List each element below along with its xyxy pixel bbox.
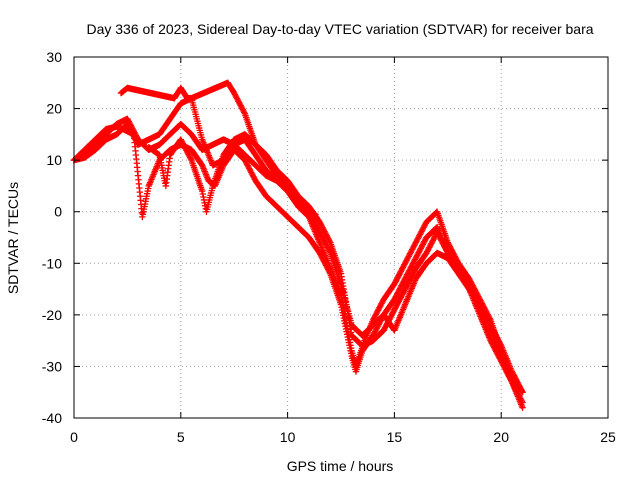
y-tick-label: -40 — [42, 410, 62, 426]
series-track-5 — [145, 131, 526, 411]
data-point — [187, 155, 194, 162]
y-tick-label: 20 — [46, 101, 62, 117]
series-track-4 — [117, 79, 526, 396]
data-point — [486, 325, 494, 333]
x-axis-title: GPS time / hours — [287, 458, 394, 474]
y-tick-label: 0 — [54, 204, 62, 220]
chart-title: Day 336 of 2023, Sidereal Day-to-day VTE… — [86, 21, 593, 37]
y-tick-label: -10 — [42, 255, 62, 271]
y-tick-label: 30 — [46, 49, 62, 65]
data-point — [326, 238, 333, 245]
plot-frame — [73, 56, 609, 419]
y-axis-title: SDTVAR / TECUs — [5, 182, 21, 294]
x-tick-label: 15 — [387, 429, 403, 445]
data-point — [518, 387, 526, 395]
data-point — [240, 109, 248, 116]
x-tick-label: 10 — [280, 429, 296, 445]
data-points — [70, 79, 526, 411]
y-tick-labels: -40 -30 -20 -10 0 10 20 30 — [42, 49, 62, 426]
data-point — [519, 389, 526, 396]
x-tick-label: 5 — [177, 429, 185, 445]
y-tick-label: 10 — [46, 152, 62, 168]
x-tick-label: 0 — [70, 429, 78, 445]
axis-ticks — [73, 56, 609, 419]
x-tick-label: 25 — [600, 429, 616, 445]
x-tick-label: 20 — [493, 429, 509, 445]
x-tick-labels: 0 5 10 15 20 25 — [70, 429, 616, 445]
y-tick-label: -30 — [42, 358, 62, 374]
y-tick-label: -20 — [42, 307, 62, 323]
data-point — [519, 404, 526, 411]
